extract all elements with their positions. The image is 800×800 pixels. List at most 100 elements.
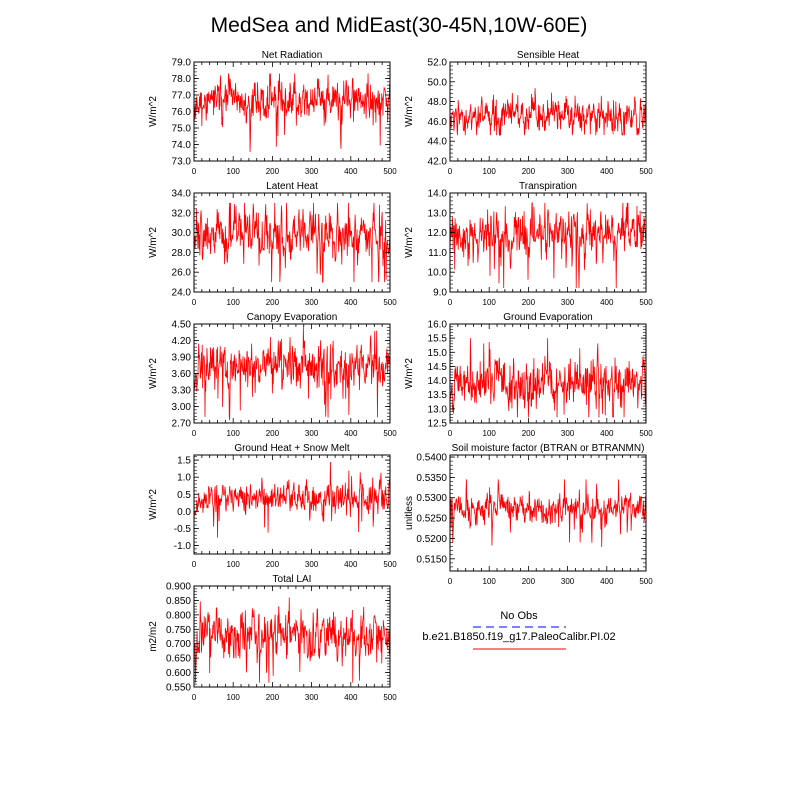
y-tick-label: 75.0 [172, 124, 192, 135]
legend-label-no-obs: No Obs [500, 610, 538, 622]
x-tick-label: 400 [344, 429, 358, 438]
x-tick-label: 200 [266, 298, 280, 307]
x-tick-label: 400 [600, 577, 614, 586]
x-tick-label: 100 [227, 560, 241, 569]
y-tick-label: 3.30 [172, 386, 192, 397]
x-tick-label: 400 [344, 167, 358, 176]
panel-title: Ground Evaporation [503, 312, 593, 323]
panel-title: Latent Heat [266, 181, 318, 192]
y-axis-label: m2/m2 [148, 621, 159, 652]
y-axis-label: W/m^2 [148, 489, 159, 520]
y-tick-label: 78.0 [172, 74, 192, 85]
y-tick-label: 0.0 [177, 507, 191, 518]
y-tick-label: 11.0 [428, 248, 447, 259]
panel-title: Ground Heat + Snow Melt [234, 443, 350, 454]
x-tick-label: 200 [522, 429, 536, 438]
y-tick-label: -1.0 [174, 541, 192, 552]
panel-0: 0 100 200 300 400 500 73.0 74.0 75.0 76.0 77.0 78.0… [148, 50, 397, 176]
plot-frame [193, 192, 391, 293]
y-tick-label: 14.0 [428, 376, 448, 387]
x-tick-label: 0 [192, 429, 197, 438]
x-tick-label: 200 [522, 577, 536, 586]
y-tick-label: 0.900 [166, 582, 191, 593]
x-tick-label: 100 [227, 429, 241, 438]
y-tick-label: 74.0 [172, 140, 192, 151]
x-tick-label: 300 [561, 298, 575, 307]
y-tick-label: 32.0 [172, 208, 192, 219]
x-tick-label: 200 [266, 560, 280, 569]
y-tick-label: 0.5250 [416, 514, 447, 525]
panel-1: 0 100 200 300 400 500 42.0 44.0 46.0 48.0 50.0 52.0… [404, 50, 653, 176]
x-tick-label: 300 [305, 429, 319, 438]
y-tick-label: 4.50 [172, 320, 192, 331]
y-tick-label: 26.0 [172, 268, 192, 279]
y-tick-label: 16.0 [428, 320, 448, 331]
y-tick-label: 79.0 [172, 58, 192, 69]
y-tick-label: 77.0 [172, 91, 192, 102]
y-axis-label: W/m^2 [148, 358, 159, 389]
series-line [449, 338, 647, 418]
x-tick-label: 300 [561, 577, 575, 586]
series-line [193, 461, 391, 538]
x-tick-label: 500 [383, 429, 397, 438]
x-tick-label: 100 [483, 429, 497, 438]
y-tick-label: 0.5 [177, 490, 191, 501]
x-tick-label: 200 [266, 167, 280, 176]
y-tick-label: 12.0 [428, 228, 448, 239]
x-tick-label: 400 [600, 429, 614, 438]
x-tick-label: 0 [192, 167, 197, 176]
x-tick-label: 500 [639, 298, 653, 307]
y-tick-label: 76.0 [172, 107, 192, 118]
series-line [449, 202, 647, 289]
y-tick-label: 0.5350 [416, 473, 447, 484]
y-tick-label: 48.0 [428, 97, 448, 108]
y-tick-label: 15.5 [428, 334, 448, 345]
x-tick-label: 500 [383, 167, 397, 176]
y-tick-label: 14.5 [428, 362, 448, 373]
figure-title: MedSea and MidEast(30-45N,10W-60E) [211, 14, 588, 37]
plot-frame [449, 192, 647, 293]
x-tick-label: 500 [383, 693, 397, 702]
plot-frame [449, 61, 647, 162]
y-tick-label: 0.700 [166, 639, 191, 650]
x-tick-label: 400 [344, 693, 358, 702]
panel-8: 0 100 200 300 400 500 0.550 0.600 0.650 0.700 0.75… [148, 574, 397, 702]
y-axis-label: W/m^2 [404, 227, 415, 258]
y-tick-label: 0.650 [166, 654, 191, 665]
y-tick-label: 15.0 [428, 348, 448, 359]
x-tick-label: 300 [305, 167, 319, 176]
x-tick-label: 100 [227, 167, 241, 176]
x-tick-label: 400 [344, 298, 358, 307]
panel-5: 0 100 200 300 400 500 12.5 13.0 13.5 14.0 14.5 15.0… [404, 312, 653, 438]
y-tick-label: 34.0 [172, 189, 192, 200]
x-tick-label: 100 [483, 577, 497, 586]
x-tick-label: 400 [600, 167, 614, 176]
y-tick-label: 13.0 [428, 208, 448, 219]
y-tick-label: 12.5 [428, 419, 448, 430]
x-tick-label: 200 [266, 429, 280, 438]
y-tick-label: 0.5200 [416, 534, 447, 545]
x-tick-label: 300 [561, 429, 575, 438]
y-tick-label: 13.5 [428, 390, 448, 401]
x-tick-label: 300 [305, 560, 319, 569]
panel-title: Total LAI [273, 574, 312, 585]
x-tick-label: 300 [305, 298, 319, 307]
y-tick-label: 4.20 [172, 336, 192, 347]
x-tick-label: 0 [448, 577, 453, 586]
panel-title: Canopy Evaporation [247, 312, 338, 323]
y-tick-label: 14.0 [428, 189, 448, 200]
y-tick-label: 0.750 [166, 625, 191, 636]
y-tick-label: 0.5300 [416, 493, 447, 504]
y-tick-label: 46.0 [428, 117, 448, 128]
y-tick-label: 1.5 [177, 456, 191, 467]
plot-frame [449, 323, 647, 424]
y-tick-label: 30.0 [172, 228, 192, 239]
x-tick-label: 500 [639, 167, 653, 176]
y-axis-label: W/m^2 [148, 96, 159, 127]
y-tick-label: -0.5 [174, 524, 192, 535]
y-tick-label: 13.0 [428, 404, 448, 415]
y-tick-label: 10.0 [428, 268, 448, 279]
panel-4: 0 100 200 300 400 500 2.70 3.00 3.30 3.60 3.90 4.20… [148, 312, 397, 438]
series-line [193, 597, 391, 683]
